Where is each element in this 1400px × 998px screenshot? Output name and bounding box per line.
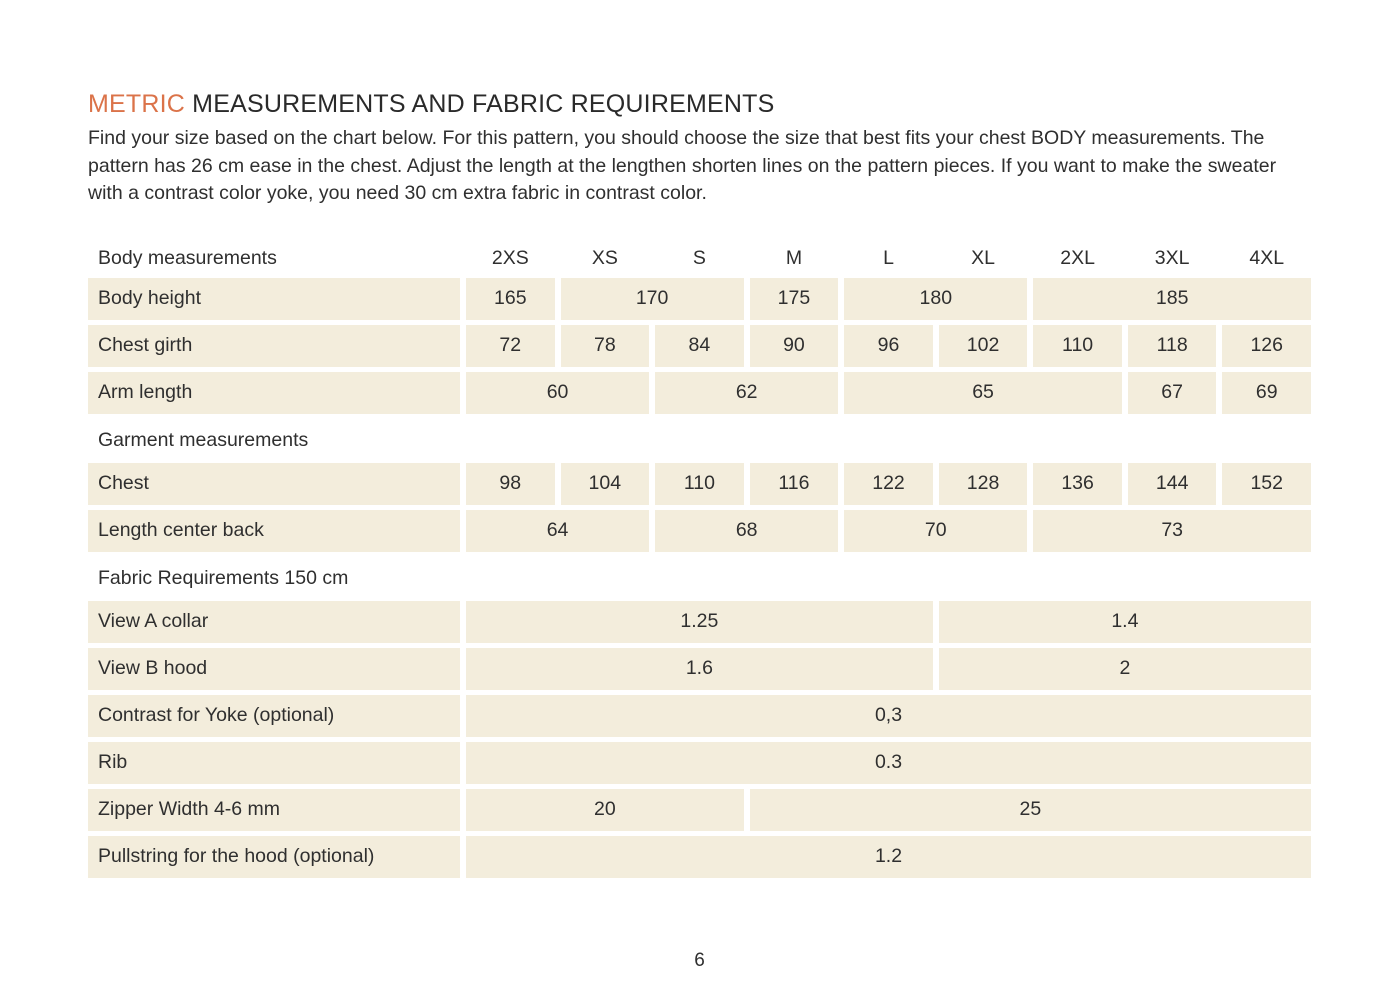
size-column-header: 2XS <box>491 247 529 269</box>
value-cell: 128 <box>938 462 1028 505</box>
value-cell: 110 <box>1033 324 1122 367</box>
value-cell: 25 <box>749 788 1311 831</box>
value-cell: 122 <box>844 462 933 505</box>
value-cell: 165 <box>466 277 555 320</box>
table-row: Chest 98 104 110 116 122 128 136 144 152 <box>88 462 1311 505</box>
value-cell: 90 <box>749 324 839 367</box>
value-cell: 0.3 <box>466 741 1311 784</box>
table-row: Pullstring for the hood (optional) 1.2 <box>88 835 1311 878</box>
value-cell: 104 <box>560 462 650 505</box>
size-column-header: XL <box>971 247 995 269</box>
section-header: Body measurements <box>98 247 277 269</box>
table-row: Rib 0.3 <box>88 741 1311 784</box>
value-cell: 67 <box>1127 371 1217 414</box>
table-row: Contrast for Yoke (optional) 0,3 <box>88 694 1311 737</box>
table-row: Body height 165 170 175 180 185 <box>88 277 1311 320</box>
value-cell: 62 <box>655 371 839 414</box>
value-cell: 152 <box>1222 462 1311 505</box>
table-row: Length center back 64 68 70 73 <box>88 509 1311 552</box>
value-cell: 2 <box>938 647 1311 690</box>
row-label: Body height <box>88 277 460 320</box>
size-column-header: L <box>883 247 894 269</box>
page-number: 6 <box>694 949 705 971</box>
table-row: Arm length 60 62 65 67 69 <box>88 371 1311 414</box>
row-label: Length center back <box>88 509 460 552</box>
table-row: View B hood 1.6 2 <box>88 647 1311 690</box>
value-cell: 1.25 <box>466 600 933 643</box>
page-title-accent: METRIC <box>88 90 186 118</box>
value-cell: 84 <box>655 324 744 367</box>
value-cell: 73 <box>1033 509 1311 552</box>
value-cell: 98 <box>466 462 555 505</box>
row-label: Pullstring for the hood (optional) <box>88 835 460 878</box>
value-cell: 136 <box>1033 462 1122 505</box>
value-cell: 126 <box>1222 324 1311 367</box>
value-cell: 170 <box>560 277 744 320</box>
value-cell: 102 <box>938 324 1028 367</box>
row-label: Contrast for Yoke (optional) <box>88 694 460 737</box>
row-label: View B hood <box>88 647 460 690</box>
value-cell: 116 <box>749 462 839 505</box>
row-label: Chest <box>88 462 460 505</box>
value-cell: 185 <box>1033 277 1311 320</box>
row-label: Zipper Width 4-6 mm <box>88 788 460 831</box>
value-cell: 78 <box>560 324 650 367</box>
value-cell: 1.4 <box>938 600 1311 643</box>
document-page: METRIC MEASUREMENTS AND FABRIC REQUIREME… <box>88 0 1311 972</box>
value-cell: 70 <box>844 509 1028 552</box>
size-column-header: S <box>692 247 706 269</box>
value-cell: 60 <box>466 371 650 414</box>
row-label: Arm length <box>88 371 460 414</box>
intro-paragraph: Find your size based on the chart below.… <box>88 127 1277 204</box>
section-header: Fabric Requirements 150 cm <box>98 567 349 589</box>
size-column-header: 4XL <box>1249 247 1285 269</box>
value-cell: 118 <box>1127 324 1217 367</box>
table-row: Chest girth 72 78 84 90 96 102 110 118 126 <box>88 324 1311 367</box>
page-title: METRIC MEASUREMENTS AND FABRIC REQUIREME… <box>88 90 1311 119</box>
value-cell: 175 <box>749 277 839 320</box>
page-title-rest: MEASUREMENTS AND FABRIC REQUIREMENTS <box>185 90 775 118</box>
value-cell: 96 <box>844 324 933 367</box>
value-cell: 110 <box>655 462 744 505</box>
value-cell: 68 <box>655 509 839 552</box>
size-column-header: XS <box>591 247 618 269</box>
value-cell: 65 <box>844 371 1122 414</box>
value-cell: 64 <box>466 509 650 552</box>
table-row: Zipper Width 4-6 mm 20 25 <box>88 788 1311 831</box>
value-cell: 20 <box>466 788 744 831</box>
row-label: Chest girth <box>88 324 460 367</box>
size-column-header: M <box>785 247 803 269</box>
value-cell: 69 <box>1222 371 1311 414</box>
table-row: View A collar 1.25 1.4 <box>88 600 1311 643</box>
measurements-table: Body measurements 2XS XS S M L XL 2XL 3XL 4XL Body… <box>88 244 1311 878</box>
section-header: Garment measurements <box>98 429 309 451</box>
value-cell: 1.6 <box>466 647 933 690</box>
value-cell: 1.2 <box>466 835 1311 878</box>
table-header-row: Body measurements 2XS XS S M L XL 2XL 3XL 4XL <box>88 244 1311 274</box>
value-cell: 180 <box>844 277 1028 320</box>
size-column-header: 2XL <box>1060 247 1095 269</box>
size-column-header: 3XL <box>1154 247 1190 269</box>
value-cell: 144 <box>1127 462 1217 505</box>
row-label: Rib <box>88 741 460 784</box>
value-cell: 72 <box>466 324 555 367</box>
value-cell: 0,3 <box>466 694 1311 737</box>
row-label: View A collar <box>88 600 460 643</box>
